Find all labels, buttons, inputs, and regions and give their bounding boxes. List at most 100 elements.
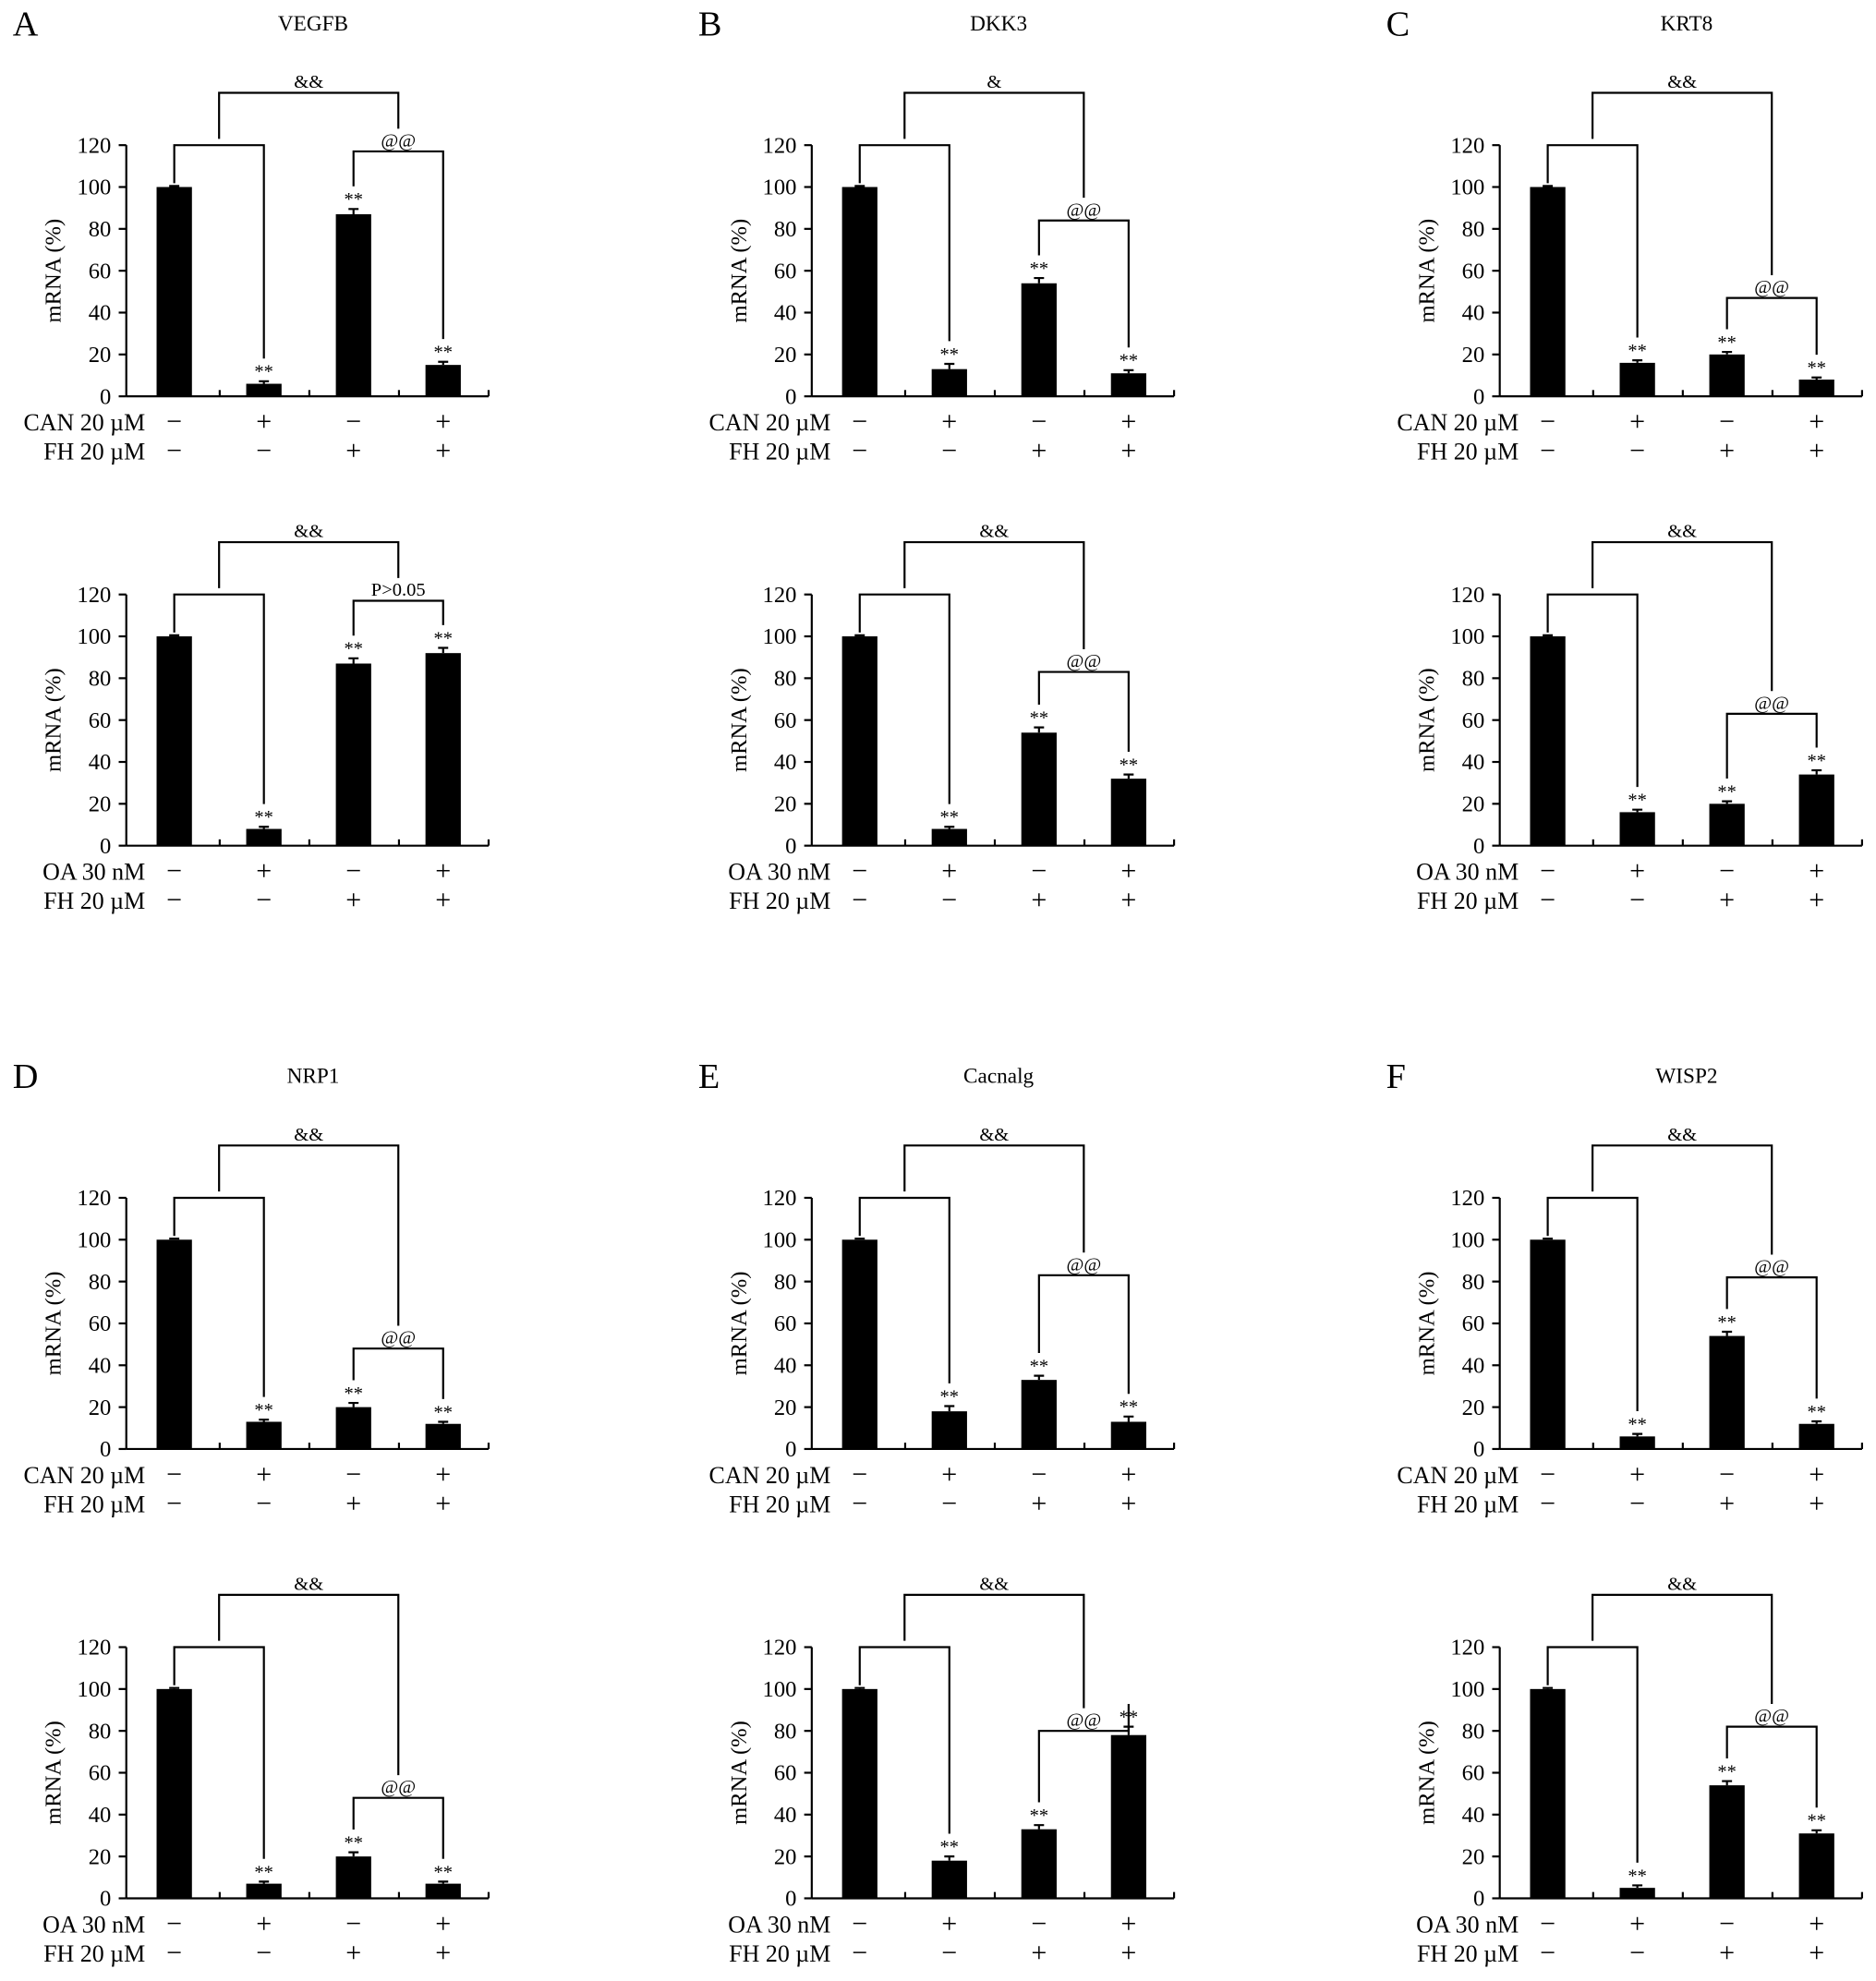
treatment-label: FH 20 µM	[1417, 1491, 1519, 1517]
panel-letter: E	[698, 1057, 720, 1096]
bar	[931, 1860, 967, 1899]
minus-sign: −	[941, 434, 957, 465]
error-bar	[259, 1880, 270, 1884]
y-tick-label: 20	[1462, 1844, 1485, 1869]
y-tick-label: 60	[774, 259, 797, 284]
minus-sign: −	[1540, 1937, 1555, 1968]
plus-sign: +	[1719, 434, 1735, 465]
significance-mark: **	[1030, 708, 1049, 729]
y-tick-label: 40	[89, 750, 112, 775]
plus-sign: +	[345, 1487, 361, 1518]
significance-mark: **	[1717, 782, 1737, 803]
significance-mark: **	[1717, 332, 1737, 353]
y-axis-label: mRNA (%)	[727, 1721, 752, 1825]
plus-sign: +	[1719, 1487, 1735, 1518]
bar	[246, 383, 282, 397]
bar	[1021, 283, 1057, 397]
plus-sign: +	[1629, 1907, 1645, 1939]
comparison-bracket	[1546, 593, 1639, 788]
minus-sign: −	[941, 1487, 957, 1518]
treatment-label: FH 20 µM	[1417, 1940, 1519, 1967]
plus-sign: +	[1719, 1937, 1735, 1968]
comparison-bracket	[173, 144, 265, 359]
error-bar	[169, 1686, 180, 1689]
error-bar	[1123, 1415, 1134, 1422]
chart-panel-C-top: C KRT8 0 20 40 60 80 100 120 mRNA (%) ** ** ** && @@ CA…	[1386, 5, 1864, 465]
y-tick-label: 80	[774, 667, 797, 692]
bar	[335, 1407, 371, 1449]
plus-sign: +	[435, 1487, 451, 1518]
comparison-bracket	[1546, 144, 1639, 338]
minus-sign: −	[166, 884, 182, 915]
treatment-label: CAN 20 µM	[709, 409, 831, 436]
error-bar	[1034, 276, 1045, 284]
minus-sign: −	[852, 434, 867, 465]
minus-sign: −	[1629, 1937, 1645, 1968]
plus-sign: +	[345, 884, 361, 915]
y-tick-label: 100	[763, 175, 797, 200]
treatment-label: FH 20 µM	[729, 888, 830, 914]
fh-comparison-label: @@	[1754, 1257, 1789, 1277]
y-tick-label: 80	[89, 667, 112, 692]
bar	[425, 1423, 461, 1449]
comparison-bracket	[1725, 1276, 1818, 1399]
significance-mark: **	[940, 344, 959, 365]
plus-sign: +	[1120, 1937, 1136, 1968]
error-bar	[944, 1405, 955, 1412]
y-tick-label: 120	[1450, 133, 1484, 158]
y-tick-label: 20	[1462, 792, 1485, 817]
plus-sign: +	[941, 1458, 957, 1490]
treatment-label: FH 20 µM	[729, 1940, 830, 1967]
y-tick-label: 120	[763, 583, 797, 608]
minus-sign: −	[1031, 1458, 1047, 1490]
error-bar	[438, 360, 449, 366]
y-tick-label: 40	[89, 1803, 112, 1828]
plus-sign: +	[435, 1458, 451, 1490]
y-tick-label: 0	[1473, 1887, 1484, 1912]
plus-sign: +	[435, 1937, 451, 1968]
plus-sign: +	[256, 405, 272, 437]
y-tick-label: 20	[774, 343, 797, 368]
error-bar	[944, 1855, 955, 1861]
plus-sign: +	[435, 434, 451, 465]
fh-comparison-label: @@	[381, 1777, 416, 1797]
y-tick-label: 0	[100, 1887, 111, 1912]
error-bar	[259, 380, 270, 384]
error-bar	[169, 185, 180, 187]
y-axis-label: mRNA (%)	[42, 668, 67, 772]
treatment-label: FH 20 µM	[729, 438, 830, 465]
treatment-label: FH 20 µM	[729, 1491, 830, 1517]
y-axis-label: mRNA (%)	[727, 219, 752, 323]
y-tick-label: 100	[763, 1228, 797, 1253]
y-tick-label: 20	[89, 792, 112, 817]
y-tick-label: 20	[1462, 343, 1485, 368]
y-tick-label: 100	[763, 624, 797, 649]
bar	[425, 365, 461, 397]
y-tick-label: 60	[774, 1761, 797, 1786]
plus-sign: +	[435, 405, 451, 437]
minus-sign: −	[1719, 405, 1735, 437]
minus-sign: −	[256, 884, 272, 915]
minus-sign: −	[345, 1458, 361, 1490]
group-comparison-label: &	[986, 72, 1001, 92]
significance-mark: **	[940, 1837, 959, 1857]
y-tick-label: 120	[77, 133, 111, 158]
minus-sign: −	[166, 1487, 182, 1518]
y-tick-label: 60	[89, 1761, 112, 1786]
significance-mark: **	[1628, 1866, 1647, 1886]
comparison-bracket	[173, 593, 265, 804]
fh-comparison-label: @@	[1066, 1254, 1101, 1274]
bar	[931, 1411, 967, 1449]
minus-sign: −	[852, 405, 867, 437]
error-bar	[1034, 1374, 1045, 1381]
y-tick-label: 120	[77, 583, 111, 608]
bar	[1798, 380, 1834, 397]
y-tick-label: 60	[89, 1311, 112, 1336]
chart-panel-B-top: B DKK3 0 20 40 60 80 100 120 mRNA (%) ** ** ** & @@ CAN…	[698, 5, 1176, 465]
y-tick-label: 80	[1462, 667, 1485, 692]
minus-sign: −	[1719, 1458, 1735, 1490]
y-tick-label: 40	[89, 1353, 112, 1378]
bar	[1110, 1734, 1147, 1899]
y-tick-label: 40	[774, 301, 797, 326]
